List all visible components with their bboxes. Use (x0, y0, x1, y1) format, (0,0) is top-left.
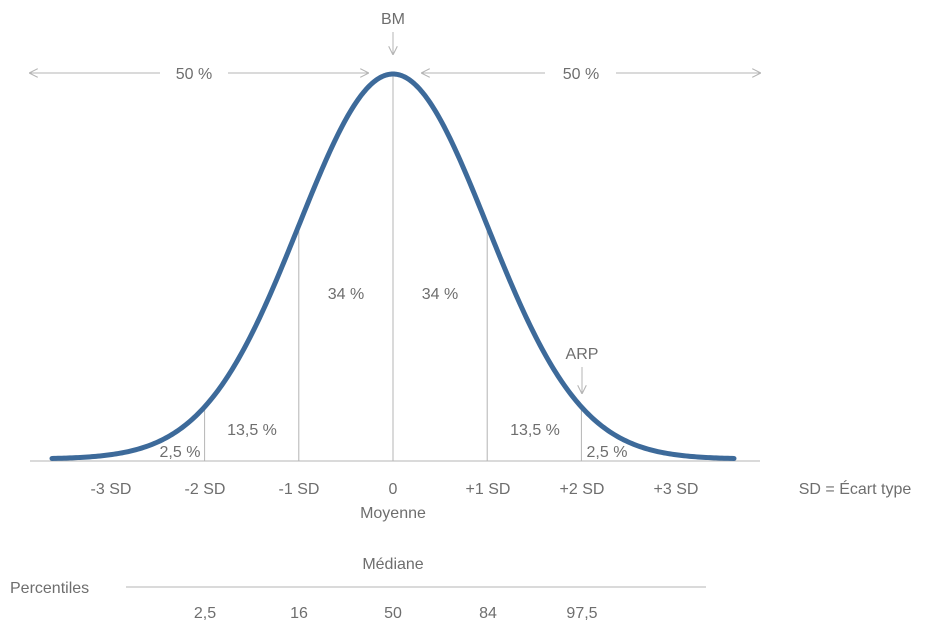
area-label-left-middle: 13,5 % (227, 422, 277, 439)
sd-tick-plus3: +3 SD (654, 481, 699, 498)
percentile-value-97-5: 97,5 (566, 605, 597, 622)
sd-divider-lines (204, 74, 582, 461)
sd-tick-minus3: -3 SD (91, 481, 132, 498)
percentile-value-84: 84 (479, 605, 497, 622)
area-label-right-tail: 2,5 % (587, 444, 628, 461)
area-label-left-tail: 2,5 % (160, 444, 201, 461)
area-label-left-inner: 34 % (328, 286, 364, 303)
bell-curve (49, 71, 737, 461)
sd-tick-plus2: +2 SD (560, 481, 605, 498)
sd-legend: SD = Écart type (799, 479, 912, 498)
sd-tick-zero: 0 (389, 481, 398, 498)
sd-tick-plus1: +1 SD (466, 481, 511, 498)
percentile-value-16: 16 (290, 605, 308, 622)
percentile-value-2-5: 2,5 (194, 605, 216, 622)
arp-label: ARP (566, 346, 599, 363)
area-label-right-middle: 13,5 % (510, 422, 560, 439)
left-half-label: 50 % (176, 66, 212, 83)
percentile-value-50: 50 (384, 605, 402, 622)
bm-label: BM (381, 11, 405, 28)
mean-label: Moyenne (360, 505, 426, 522)
sd-tick-minus2: -2 SD (185, 481, 226, 498)
area-label-right-inner: 34 % (422, 286, 458, 303)
sd-tick-minus1: -1 SD (279, 481, 320, 498)
percentiles-label: Percentiles (10, 580, 89, 597)
median-label: Médiane (362, 556, 423, 573)
right-half-label: 50 % (563, 66, 599, 83)
